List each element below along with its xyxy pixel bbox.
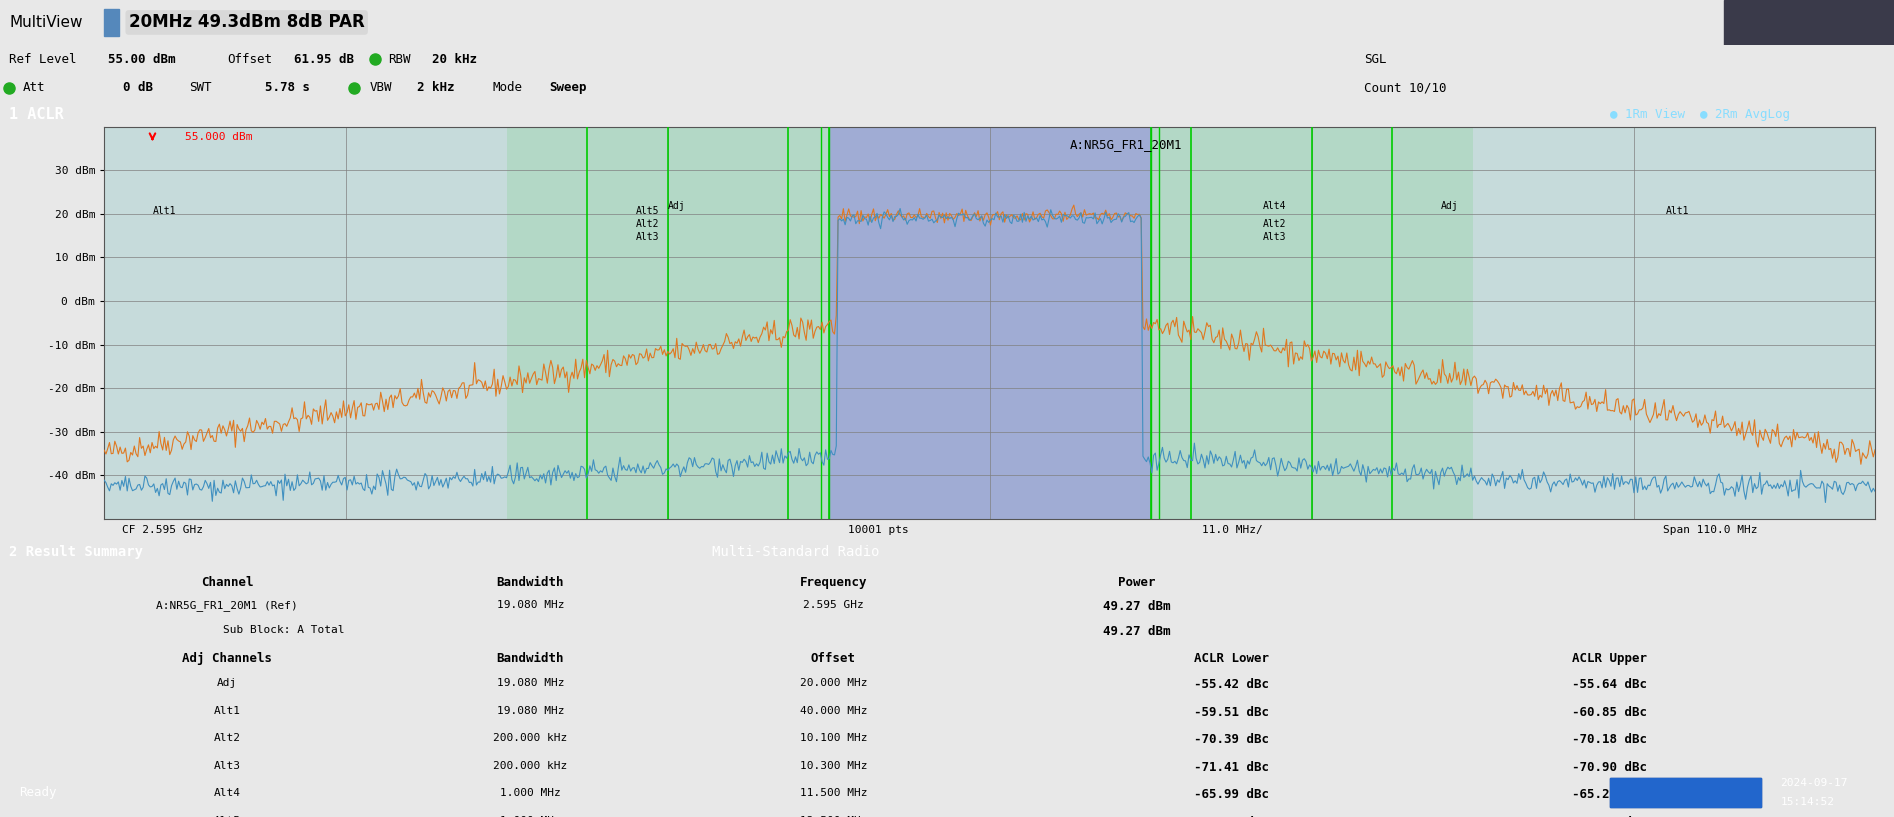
Text: Alt2: Alt2	[214, 734, 241, 743]
Text: 19.080 MHz: 19.080 MHz	[496, 600, 564, 610]
Text: 20MHz 49.3dBm 8dB PAR: 20MHz 49.3dBm 8dB PAR	[129, 13, 364, 32]
Text: 49.27 dBm: 49.27 dBm	[1102, 600, 1170, 614]
Text: -66.46 dBc: -66.46 dBc	[1193, 816, 1269, 817]
Text: -70.90 dBc: -70.90 dBc	[1572, 761, 1648, 774]
Text: -55.64 dBc: -55.64 dBc	[1572, 678, 1648, 691]
Text: -55.42 dBc: -55.42 dBc	[1193, 678, 1269, 691]
Text: Count 10/10: Count 10/10	[1364, 82, 1447, 94]
Text: SGL: SGL	[1364, 53, 1386, 65]
Text: -65.29 dBc: -65.29 dBc	[1572, 788, 1648, 801]
Text: Alt4: Alt4	[214, 788, 241, 798]
Text: 10.100 MHz: 10.100 MHz	[799, 734, 867, 743]
Text: 55.00 dBm: 55.00 dBm	[108, 53, 176, 65]
Text: Adj Channels: Adj Channels	[182, 652, 273, 664]
Text: 10001 pts: 10001 pts	[849, 525, 909, 535]
Bar	[104, 9, 119, 36]
Bar	[830, 127, 1152, 519]
Text: Alt3: Alt3	[214, 761, 241, 770]
Text: Ref Level: Ref Level	[9, 53, 78, 65]
Text: Adj: Adj	[1441, 202, 1458, 212]
Text: Alt1: Alt1	[1667, 206, 1689, 216]
Text: 15:14:52: 15:14:52	[1780, 797, 1835, 807]
Text: -59.51 dBc: -59.51 dBc	[1193, 706, 1269, 719]
Text: Sweep: Sweep	[549, 82, 587, 94]
Text: Adj: Adj	[669, 202, 686, 212]
Text: Adj: Adj	[218, 678, 237, 688]
Text: Bandwidth: Bandwidth	[496, 576, 564, 589]
Text: Ready: Ready	[19, 786, 57, 799]
Text: Alt2: Alt2	[1263, 219, 1286, 229]
Text: 200.000 kHz: 200.000 kHz	[492, 761, 568, 770]
Text: Alt3: Alt3	[636, 232, 659, 242]
Text: Alt5: Alt5	[636, 206, 659, 216]
Text: Channel: Channel	[201, 576, 254, 589]
Text: -70.18 dBc: -70.18 dBc	[1572, 734, 1648, 746]
Text: -60.85 dBc: -60.85 dBc	[1572, 706, 1648, 719]
Text: Frequency: Frequency	[799, 576, 867, 589]
Text: 2 Result Summary: 2 Result Summary	[9, 545, 144, 560]
Bar	[104, 127, 508, 519]
Text: CF 2.595 GHz: CF 2.595 GHz	[121, 525, 203, 535]
Text: Offset: Offset	[227, 53, 273, 65]
Text: Alt1: Alt1	[153, 206, 176, 216]
Text: ACLR Lower: ACLR Lower	[1193, 652, 1269, 664]
Bar	[1152, 127, 1474, 519]
Text: ● 1Rm View  ● 2Rm AvgLog: ● 1Rm View ● 2Rm AvgLog	[1610, 108, 1790, 121]
Text: 1.000 MHz: 1.000 MHz	[500, 788, 561, 798]
Text: Power: Power	[1117, 576, 1155, 589]
Text: Span 110.0 MHz: Span 110.0 MHz	[1663, 525, 1758, 535]
Text: ACLR Upper: ACLR Upper	[1572, 652, 1648, 664]
Text: Bandwidth: Bandwidth	[496, 652, 564, 664]
Text: 2 kHz: 2 kHz	[417, 82, 455, 94]
Text: A:NR5G_FR1_20M1: A:NR5G_FR1_20M1	[1070, 138, 1182, 151]
Text: 12.500 MHz: 12.500 MHz	[799, 816, 867, 817]
Text: 61.95 dB: 61.95 dB	[294, 53, 354, 65]
Text: Mode: Mode	[492, 82, 523, 94]
Text: Sub Block: A Total: Sub Block: A Total	[223, 625, 345, 635]
Text: Alt4: Alt4	[1263, 202, 1286, 212]
Text: Offset: Offset	[811, 652, 856, 664]
Text: 1.000 MHz: 1.000 MHz	[500, 816, 561, 817]
Text: -70.39 dBc: -70.39 dBc	[1193, 734, 1269, 746]
Bar	[1474, 127, 1875, 519]
Text: Att: Att	[23, 82, 45, 94]
Text: 0 dB: 0 dB	[123, 82, 153, 94]
Text: 1 ACLR: 1 ACLR	[9, 107, 64, 122]
Text: MultiView: MultiView	[9, 15, 83, 30]
Text: 55.000 dBm: 55.000 dBm	[186, 132, 252, 141]
Text: 20.000 MHz: 20.000 MHz	[799, 678, 867, 688]
Text: 40.000 MHz: 40.000 MHz	[799, 706, 867, 716]
Bar	[1610, 778, 1761, 807]
Text: 200.000 kHz: 200.000 kHz	[492, 734, 568, 743]
Text: 20 kHz: 20 kHz	[432, 53, 477, 65]
Text: A:NR5G_FR1_20M1 (Ref): A:NR5G_FR1_20M1 (Ref)	[157, 600, 297, 611]
Text: 2024-09-17: 2024-09-17	[1780, 778, 1849, 788]
Text: 10.300 MHz: 10.300 MHz	[799, 761, 867, 770]
Bar	[1610, 778, 1761, 807]
Text: ≡: ≡	[1803, 13, 1814, 32]
Text: 11.0 MHz/: 11.0 MHz/	[1203, 525, 1263, 535]
Text: Alt2: Alt2	[636, 219, 659, 229]
Text: VBW: VBW	[369, 82, 392, 94]
Text: 49.27 dBm: 49.27 dBm	[1102, 625, 1170, 638]
Bar	[1724, 0, 1894, 45]
Text: 19.080 MHz: 19.080 MHz	[496, 678, 564, 688]
Text: 11.500 MHz: 11.500 MHz	[799, 788, 867, 798]
Text: Alt3: Alt3	[1263, 232, 1286, 242]
Text: -66.19 dBc: -66.19 dBc	[1572, 816, 1648, 817]
Text: Alt5: Alt5	[214, 816, 241, 817]
Bar	[508, 127, 830, 519]
Text: Alt1: Alt1	[214, 706, 241, 716]
Text: -65.99 dBc: -65.99 dBc	[1193, 788, 1269, 801]
Text: 2.595 GHz: 2.595 GHz	[803, 600, 864, 610]
Text: RBW: RBW	[388, 53, 411, 65]
Text: -71.41 dBc: -71.41 dBc	[1193, 761, 1269, 774]
Text: Multi-Standard Radio: Multi-Standard Radio	[712, 545, 879, 560]
Text: SWT: SWT	[189, 82, 212, 94]
Text: 19.080 MHz: 19.080 MHz	[496, 706, 564, 716]
Text: 5.78 s: 5.78 s	[265, 82, 311, 94]
